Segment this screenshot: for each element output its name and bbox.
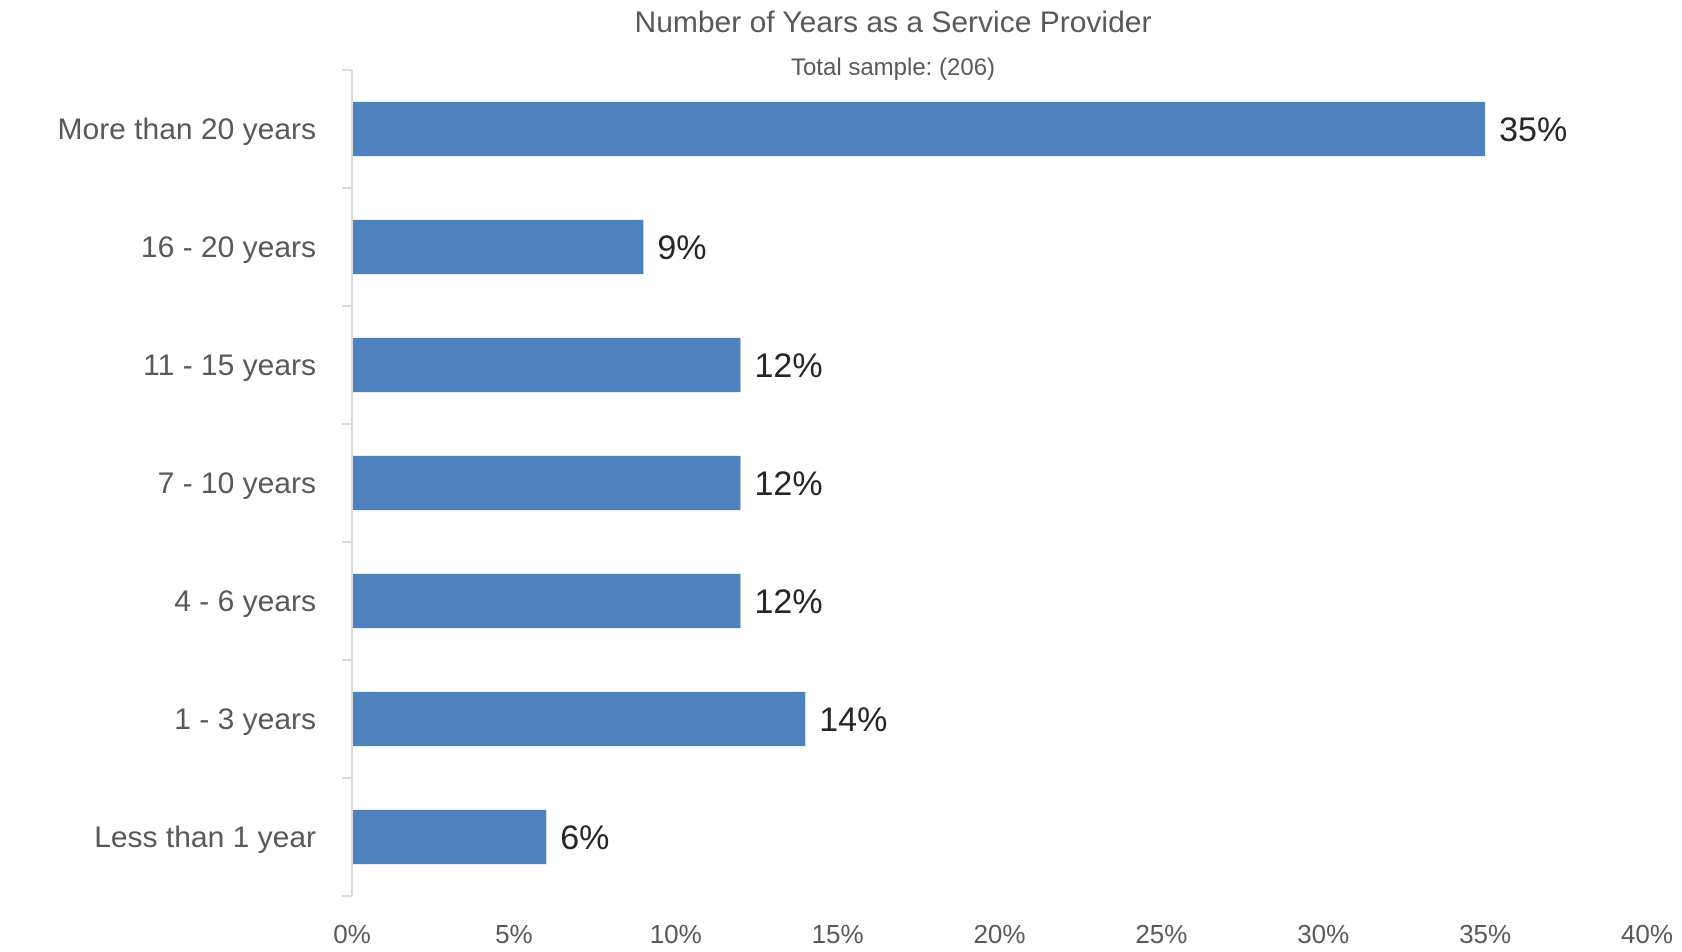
x-tick-label: 10% bbox=[650, 919, 702, 949]
bar bbox=[353, 455, 741, 511]
x-tick-label: 35% bbox=[1459, 919, 1511, 949]
bar bbox=[353, 219, 644, 275]
category-label: 7 - 10 years bbox=[158, 467, 316, 500]
bar bbox=[353, 573, 741, 629]
bars bbox=[353, 101, 1486, 865]
category-label: 1 - 3 years bbox=[174, 703, 316, 736]
category-label: 11 - 15 years bbox=[143, 349, 316, 382]
x-tick-label: 15% bbox=[812, 919, 864, 949]
data-label: 12% bbox=[755, 347, 823, 385]
x-tick-label: 25% bbox=[1135, 919, 1187, 949]
data-label: 12% bbox=[755, 583, 823, 621]
x-tick-label: 30% bbox=[1297, 919, 1349, 949]
category-axis bbox=[342, 69, 353, 897]
category-label: 4 - 6 years bbox=[174, 585, 316, 618]
category-label: More than 20 years bbox=[58, 113, 316, 146]
x-axis-ticks: 0% 5% 10% 15% 20% 25% 30% 35% 40% bbox=[333, 919, 1673, 949]
chart-subtitle: Total sample: (206) bbox=[791, 54, 995, 81]
data-labels: 35% 9% 12% 12% 12% 14% 6% bbox=[560, 111, 1567, 857]
bar bbox=[353, 809, 547, 865]
data-label: 6% bbox=[560, 819, 609, 857]
category-label: 16 - 20 years bbox=[141, 231, 316, 264]
data-label: 14% bbox=[819, 701, 887, 739]
chart-title: Number of Years as a Service Provider bbox=[635, 6, 1152, 39]
category-labels: More than 20 years 16 - 20 years 11 - 15 y… bbox=[58, 113, 316, 854]
category-label: Less than 1 year bbox=[94, 821, 316, 854]
x-tick-label: 40% bbox=[1621, 919, 1673, 949]
x-tick-label: 5% bbox=[495, 919, 533, 949]
bar bbox=[353, 691, 806, 747]
data-label: 35% bbox=[1499, 111, 1567, 149]
x-tick-label: 0% bbox=[333, 919, 371, 949]
data-label: 12% bbox=[755, 465, 823, 503]
x-tick-label: 20% bbox=[973, 919, 1025, 949]
bar bbox=[353, 101, 1486, 157]
bar bbox=[353, 337, 741, 393]
data-label: 9% bbox=[657, 229, 706, 267]
